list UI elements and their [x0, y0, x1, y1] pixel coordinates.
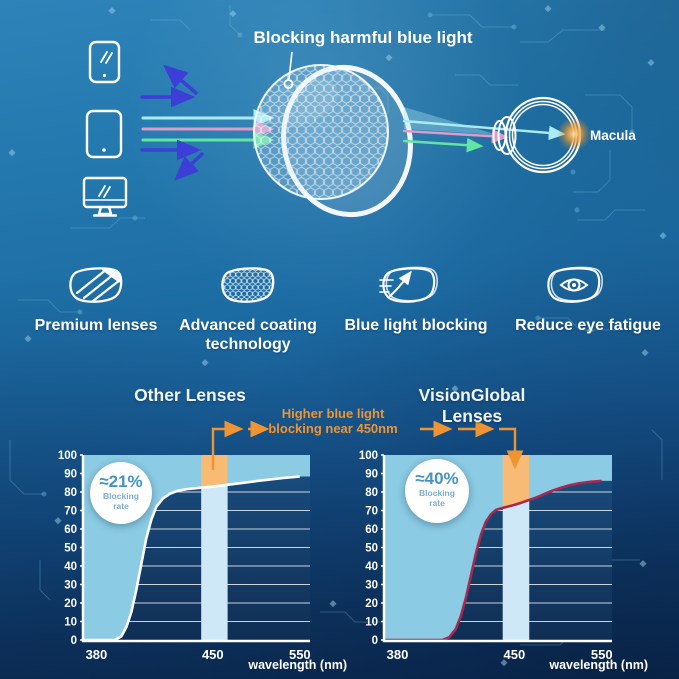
- cornea: [492, 120, 507, 151]
- reflected-blue-ray: [174, 152, 204, 181]
- feature-advanced-coating: Advanced coating technology: [173, 263, 323, 354]
- lens-rim: [281, 64, 413, 218]
- honeycomb-coating: [253, 64, 389, 200]
- x-tick-label: 380: [387, 647, 409, 662]
- y-tick-label: 40: [64, 561, 77, 573]
- band-450nm: [201, 455, 228, 640]
- macula-glow: [557, 117, 591, 151]
- chart-title-visionglobal: VisionGlobal Lenses: [418, 385, 526, 426]
- xaxis-label-right: wavelength (nm): [549, 658, 648, 672]
- feature-blue-light-blocking: Blue light blocking: [336, 263, 496, 335]
- blocking-rate-value: ≈21%: [99, 472, 143, 491]
- y-tick-label: 20: [64, 598, 77, 610]
- monitor-icon: [82, 176, 128, 217]
- y-tick-label: 0: [71, 635, 77, 647]
- eyeball-diagram: [492, 96, 591, 174]
- incoming-light-rays: [140, 64, 275, 181]
- y-tick-label: 90: [64, 469, 77, 481]
- annotation-text: Higher blue light blocking near 450nm: [260, 406, 406, 436]
- feature-label: Blue light blocking: [344, 317, 488, 334]
- cyan-ray: [402, 119, 566, 141]
- y-tick-label: 10: [64, 617, 77, 629]
- band-450nm: [502, 455, 530, 640]
- reflected-blue-ray: [163, 64, 198, 95]
- feature-reduce-eye-fatigue: Reduce eye fatigue: [508, 263, 668, 335]
- y-tick-label: 80: [365, 487, 378, 499]
- band-blocked-highlight: [201, 455, 228, 488]
- blocking-rate-label: Blocking rate: [419, 488, 455, 508]
- y-tick-label: 0: [372, 635, 378, 647]
- y-tick-label: 80: [64, 487, 77, 499]
- y-tick-label: 30: [365, 580, 378, 592]
- diagram-title: Blocking harmful blue light: [253, 28, 472, 47]
- y-tick-label: 90: [365, 469, 378, 481]
- annotation-line2: blocking near 450nm: [268, 421, 398, 436]
- transmitted-rays: [402, 107, 566, 153]
- feature-label: Premium lenses: [34, 317, 158, 334]
- green-ray: [402, 137, 484, 153]
- y-tick-label: 60: [365, 524, 378, 536]
- smartphone-icon: [88, 40, 121, 84]
- y-tick-label: 40: [365, 561, 378, 573]
- blocking-rate-badge-visionglobal: ≈40% Blocking rate: [405, 459, 469, 523]
- blocking-rate-badge-other: ≈21% Blocking rate: [90, 462, 152, 524]
- band-blocked-highlight: [502, 455, 530, 508]
- y-tick-label: 100: [58, 450, 77, 462]
- y-tick-label: 70: [64, 506, 77, 518]
- feature-label: Advanced coating technology: [179, 317, 317, 353]
- y-tick-label: 50: [365, 543, 378, 555]
- tablet-icon: [85, 109, 123, 159]
- title-leader-line: [288, 51, 293, 80]
- annotation-line1: Higher blue light: [281, 406, 385, 421]
- y-tick-label: 70: [365, 506, 378, 518]
- x-tick-label: 380: [86, 647, 108, 662]
- y-tick-label: 100: [359, 450, 378, 462]
- y-tick-label: 20: [365, 598, 378, 610]
- coated-lens: [253, 51, 413, 218]
- y-tick-label: 30: [64, 580, 77, 592]
- blocking-rate-value: ≈40%: [415, 469, 459, 488]
- chart-title-other: Other Lenses: [134, 385, 246, 405]
- pink-ray: [402, 129, 509, 144]
- feature-label: Reduce eye fatigue: [515, 317, 661, 334]
- feature-premium-lenses: Premium lenses: [21, 263, 171, 335]
- blocking-rate-label: Blocking rate: [103, 491, 139, 511]
- macula-label: Macula: [590, 128, 636, 143]
- xaxis-label-left: wavelength (nm): [248, 658, 347, 672]
- y-tick-label: 60: [64, 524, 77, 536]
- y-tick-label: 50: [64, 543, 77, 555]
- cornea: [497, 116, 517, 155]
- y-tick-label: 10: [365, 617, 378, 629]
